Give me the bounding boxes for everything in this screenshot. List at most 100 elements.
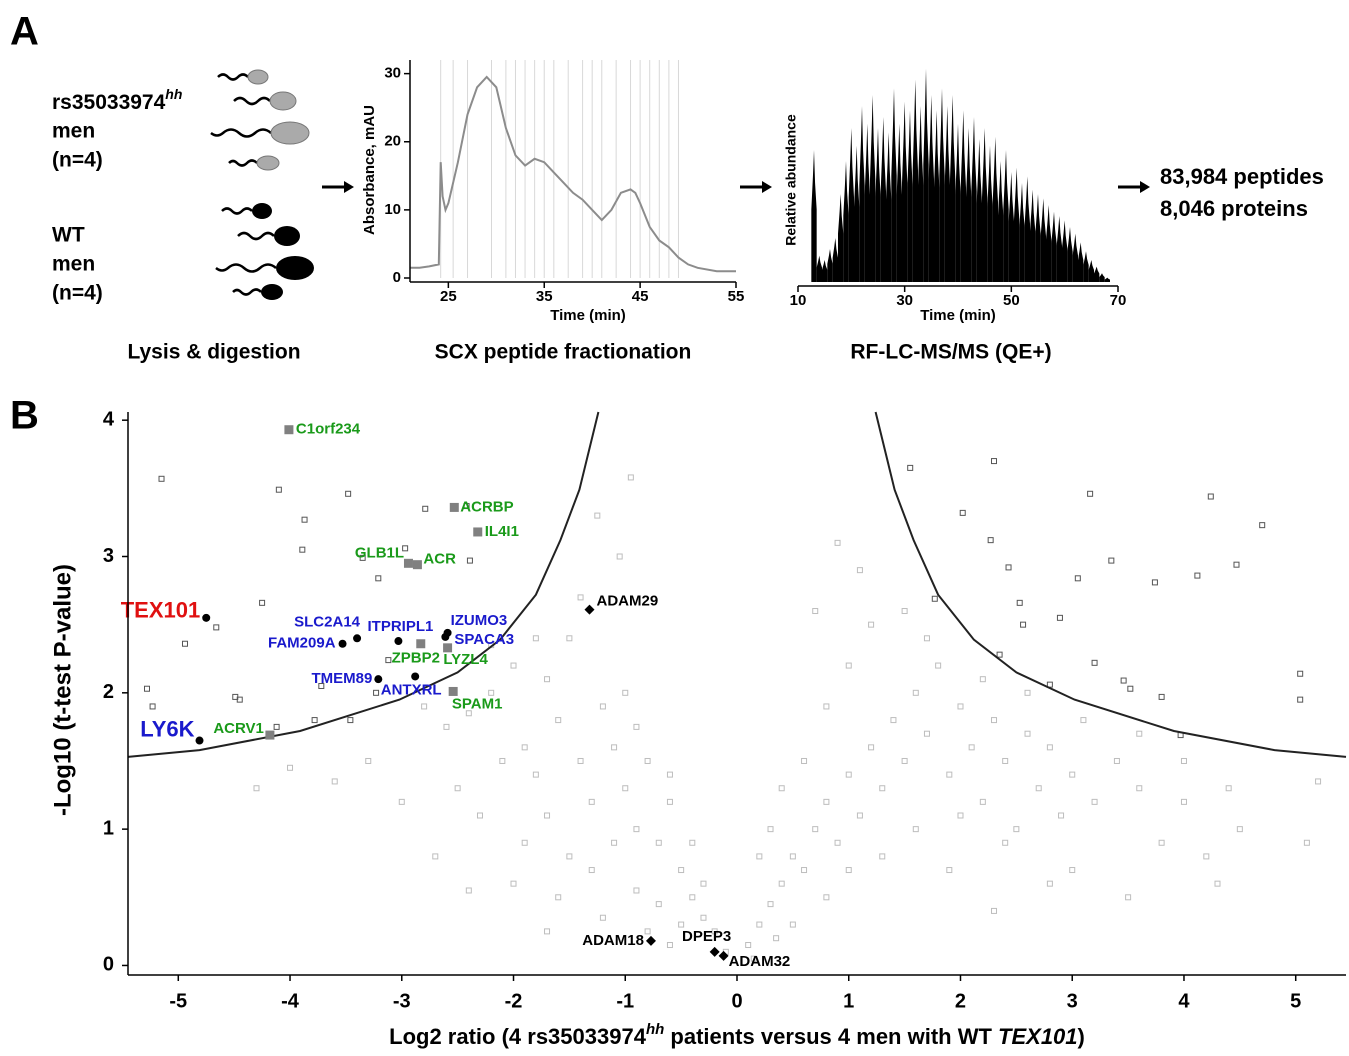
data-point bbox=[778, 880, 785, 887]
data-point bbox=[773, 935, 780, 942]
x-axis-label: Log2 ratio (4 rs35033974hh patients vers… bbox=[389, 1021, 1085, 1049]
point-label: ACRBP bbox=[460, 498, 513, 515]
point-label: ADAM18 bbox=[582, 932, 644, 949]
group-line: men bbox=[52, 120, 95, 143]
data-point bbox=[644, 928, 651, 935]
data-point bbox=[823, 703, 830, 710]
data-point bbox=[711, 928, 718, 935]
spectrum-peak bbox=[1008, 172, 1014, 282]
point-label: SLC2A14 bbox=[294, 613, 361, 630]
spectrum-peak bbox=[1030, 189, 1036, 282]
spectrum-peak bbox=[998, 161, 1004, 282]
data-point bbox=[991, 717, 998, 724]
data-point bbox=[1016, 599, 1023, 606]
data-point bbox=[923, 635, 930, 642]
data-point bbox=[812, 608, 819, 615]
data-point bbox=[801, 867, 808, 874]
spectrum-peak bbox=[960, 110, 966, 283]
x-tick-label: 5 bbox=[1290, 990, 1301, 1012]
data-point bbox=[345, 490, 352, 497]
data-point bbox=[868, 621, 875, 628]
point-label: ADAM29 bbox=[596, 593, 658, 610]
data-point bbox=[510, 880, 517, 887]
data-point bbox=[1013, 826, 1020, 833]
data-point bbox=[1024, 689, 1031, 696]
spectrum-peak bbox=[1024, 176, 1030, 282]
marker bbox=[448, 686, 458, 696]
data-point bbox=[385, 657, 392, 664]
marker bbox=[411, 672, 420, 681]
x-tick-label: 55 bbox=[728, 288, 745, 305]
spectrum-peak bbox=[870, 95, 876, 282]
spectrum-peak bbox=[1046, 205, 1052, 282]
data-point bbox=[299, 546, 306, 553]
spectrum-peak bbox=[987, 145, 993, 282]
spectrum-peak bbox=[992, 136, 998, 282]
data-point bbox=[1046, 744, 1053, 751]
result-text: 83,984 peptides bbox=[1160, 164, 1324, 189]
arrows bbox=[322, 181, 1150, 193]
data-point bbox=[488, 689, 495, 696]
spectrum-peak bbox=[843, 161, 849, 282]
x-axis-label: Time (min) bbox=[550, 307, 626, 324]
group-line: men bbox=[52, 253, 95, 276]
data-point bbox=[375, 575, 382, 582]
x-tick-label: 30 bbox=[896, 292, 913, 309]
spectrum-peak bbox=[854, 145, 860, 282]
data-point bbox=[544, 928, 551, 935]
spectrum-peak bbox=[816, 255, 822, 282]
data-point bbox=[1180, 798, 1187, 805]
spectrum-peak bbox=[864, 123, 870, 282]
marker bbox=[709, 946, 720, 957]
data-point bbox=[1297, 670, 1304, 677]
x-tick-label: 25 bbox=[440, 288, 457, 305]
data-point bbox=[946, 771, 953, 778]
spectrum-peak bbox=[976, 139, 982, 282]
spectrum-peak bbox=[934, 110, 940, 283]
x-tick-label: 4 bbox=[1178, 990, 1190, 1012]
threshold-curve bbox=[127, 411, 600, 758]
data-point bbox=[1069, 867, 1076, 874]
data-point bbox=[1108, 557, 1115, 564]
y-tick-label: 2 bbox=[103, 681, 114, 703]
data-point bbox=[1194, 572, 1201, 579]
spectrum-peak bbox=[1051, 211, 1057, 282]
x-tick-label: 70 bbox=[1110, 292, 1127, 309]
point-label: TEX101 bbox=[121, 598, 201, 623]
data-point bbox=[521, 744, 528, 751]
point-label: ZPBP2 bbox=[392, 650, 440, 667]
point-label: ACRV1 bbox=[213, 720, 264, 737]
marker bbox=[645, 935, 656, 946]
data-point bbox=[373, 689, 380, 696]
spectrum-peak bbox=[1062, 220, 1068, 282]
point-label: ACR bbox=[423, 551, 456, 568]
data-point bbox=[789, 853, 796, 860]
data-point bbox=[912, 826, 919, 833]
marker bbox=[443, 643, 453, 653]
sperm-icons bbox=[210, 69, 314, 300]
data-point bbox=[544, 812, 551, 819]
y-tick-label: 10 bbox=[384, 201, 401, 218]
spectrum-peak bbox=[907, 110, 913, 283]
data-point bbox=[432, 853, 439, 860]
data-point bbox=[856, 567, 863, 574]
data-point bbox=[566, 635, 573, 642]
data-point bbox=[588, 798, 595, 805]
marker bbox=[584, 604, 595, 615]
spectrum-peak bbox=[848, 128, 854, 282]
data-point bbox=[510, 662, 517, 669]
data-point bbox=[1303, 839, 1310, 846]
data-point bbox=[1214, 880, 1221, 887]
label-part: Log2 ratio (4 rs35033974 bbox=[389, 1024, 647, 1049]
data-point bbox=[666, 942, 673, 949]
spectrum-peak bbox=[950, 95, 956, 282]
spectrum-peak bbox=[891, 88, 897, 283]
data-point bbox=[594, 512, 601, 519]
label-part: ) bbox=[1078, 1024, 1085, 1049]
panel-label: A bbox=[10, 10, 39, 54]
data-point bbox=[700, 880, 707, 887]
data-point bbox=[158, 475, 165, 482]
y-tick-label: 20 bbox=[384, 133, 401, 150]
data-point bbox=[879, 853, 886, 860]
data-point bbox=[1259, 522, 1266, 529]
